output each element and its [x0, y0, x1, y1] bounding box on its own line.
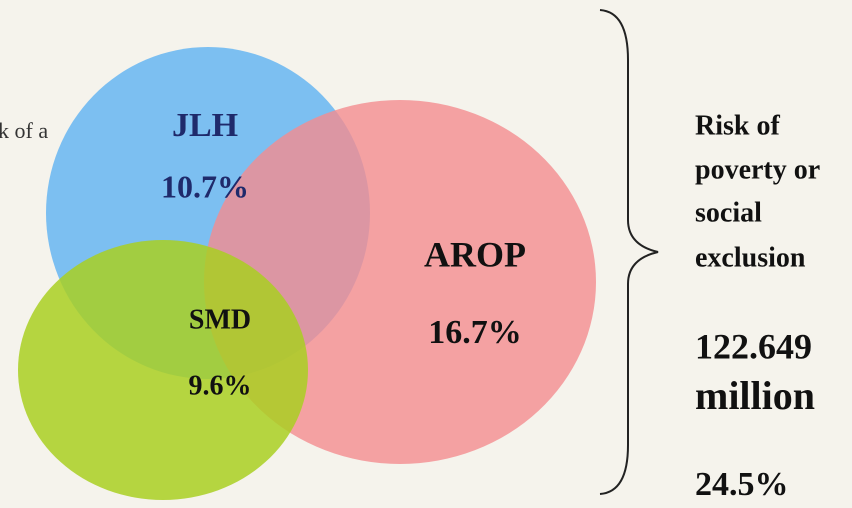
summary-total: 122.649 — [695, 326, 812, 366]
summary-share: 24.5% — [695, 466, 789, 503]
set-label: SMD — [189, 304, 251, 335]
fragment-text: k of a — [0, 118, 48, 143]
summary-title: exclusion — [695, 242, 806, 273]
summary-title: Risk of — [695, 110, 780, 141]
set-value: 10.7% — [161, 168, 249, 204]
summary-title: social — [695, 197, 762, 228]
smd-circle — [18, 240, 308, 500]
summary-unit: million — [695, 373, 815, 418]
set-label: JLH — [172, 107, 238, 144]
summary-title: poverty or — [695, 154, 820, 185]
set-value: 9.6% — [189, 370, 252, 401]
brace — [599, 9, 659, 495]
set-label: AROP — [424, 234, 526, 274]
set-value: 16.7% — [428, 314, 522, 351]
